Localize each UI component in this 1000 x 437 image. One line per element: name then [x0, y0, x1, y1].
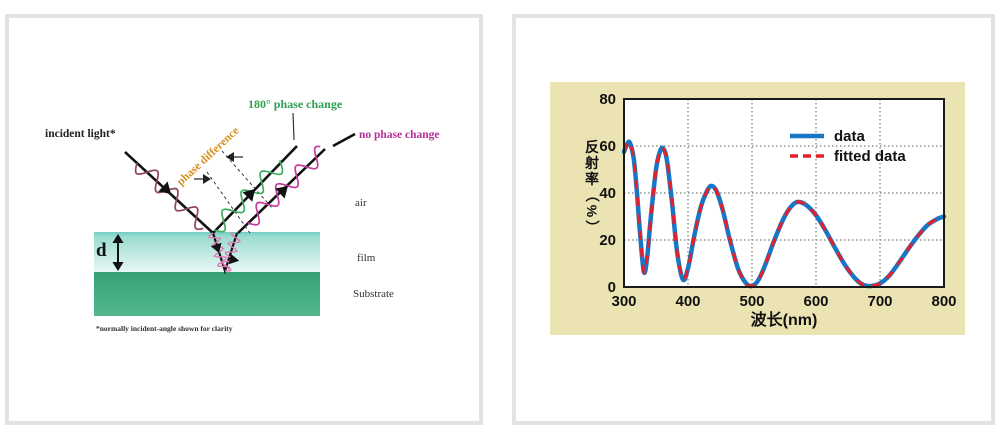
- plot-border: [623, 98, 945, 288]
- svg-text:0: 0: [608, 279, 616, 296]
- svg-text:%: %: [584, 205, 600, 218]
- interference-diagram: incident light* 180° phase change no pha…: [45, 97, 440, 333]
- air-label: air: [355, 197, 367, 209]
- phase-change-180-label: 180° phase change: [248, 97, 343, 111]
- svg-text:（: （: [584, 188, 600, 202]
- reflectance-chart: 300 400 500 600 700 800 0 20 40 60 80 波长(nm) 反射率（%…: [550, 82, 965, 335]
- legend-data-label: data: [834, 128, 866, 145]
- left-figure-panel: incident light* 180° phase change no pha…: [5, 14, 483, 425]
- legend-fitted-label: fitted data: [834, 148, 906, 165]
- substrate-label: Substrate: [353, 288, 394, 300]
- svg-text:800: 800: [931, 293, 956, 310]
- right-figure-panel: 300 400 500 600 700 800 0 20 40 60 80 波长(nm) 反射率（%…: [512, 14, 995, 425]
- phase-difference-wavefronts: [206, 150, 274, 234]
- diagram-waves-and-arrows: [112, 145, 321, 272]
- incident-light-label: incident light*: [45, 128, 116, 140]
- svg-text:40: 40: [599, 185, 616, 202]
- svg-text:）: ）: [584, 220, 600, 234]
- label-connector-line: [292, 112, 295, 141]
- y-axis-label: 反射率（% ）: [584, 139, 600, 234]
- thickness-label: d: [96, 240, 107, 261]
- svg-text:600: 600: [803, 293, 828, 310]
- svg-text:400: 400: [675, 293, 700, 310]
- reflected-ray-180: [212, 145, 298, 234]
- x-axis-label: 波长(nm): [751, 310, 818, 329]
- svg-text:反: 反: [585, 139, 599, 155]
- svg-text:射: 射: [584, 155, 599, 171]
- svg-text:80: 80: [599, 91, 616, 108]
- film-layer: [94, 232, 320, 272]
- svg-text:20: 20: [599, 232, 616, 249]
- svg-text:60: 60: [599, 138, 616, 155]
- no-phase-change-label: no phase change: [359, 129, 440, 141]
- svg-text:700: 700: [867, 293, 892, 310]
- svg-text:300: 300: [611, 293, 636, 310]
- footnote-label: *normally incident-angle shown for clari…: [96, 324, 233, 333]
- legend: data fitted data: [790, 128, 906, 165]
- svg-text:率: 率: [585, 171, 599, 187]
- axis-tick-labels: 300 400 500 600 700 800 0 20 40 60 80: [599, 91, 956, 310]
- substrate-layer: [94, 272, 320, 316]
- svg-text:500: 500: [739, 293, 764, 310]
- reflected-ray-no-change-tip: [332, 132, 356, 148]
- gridlines: [624, 99, 944, 287]
- film-label: film: [357, 252, 376, 264]
